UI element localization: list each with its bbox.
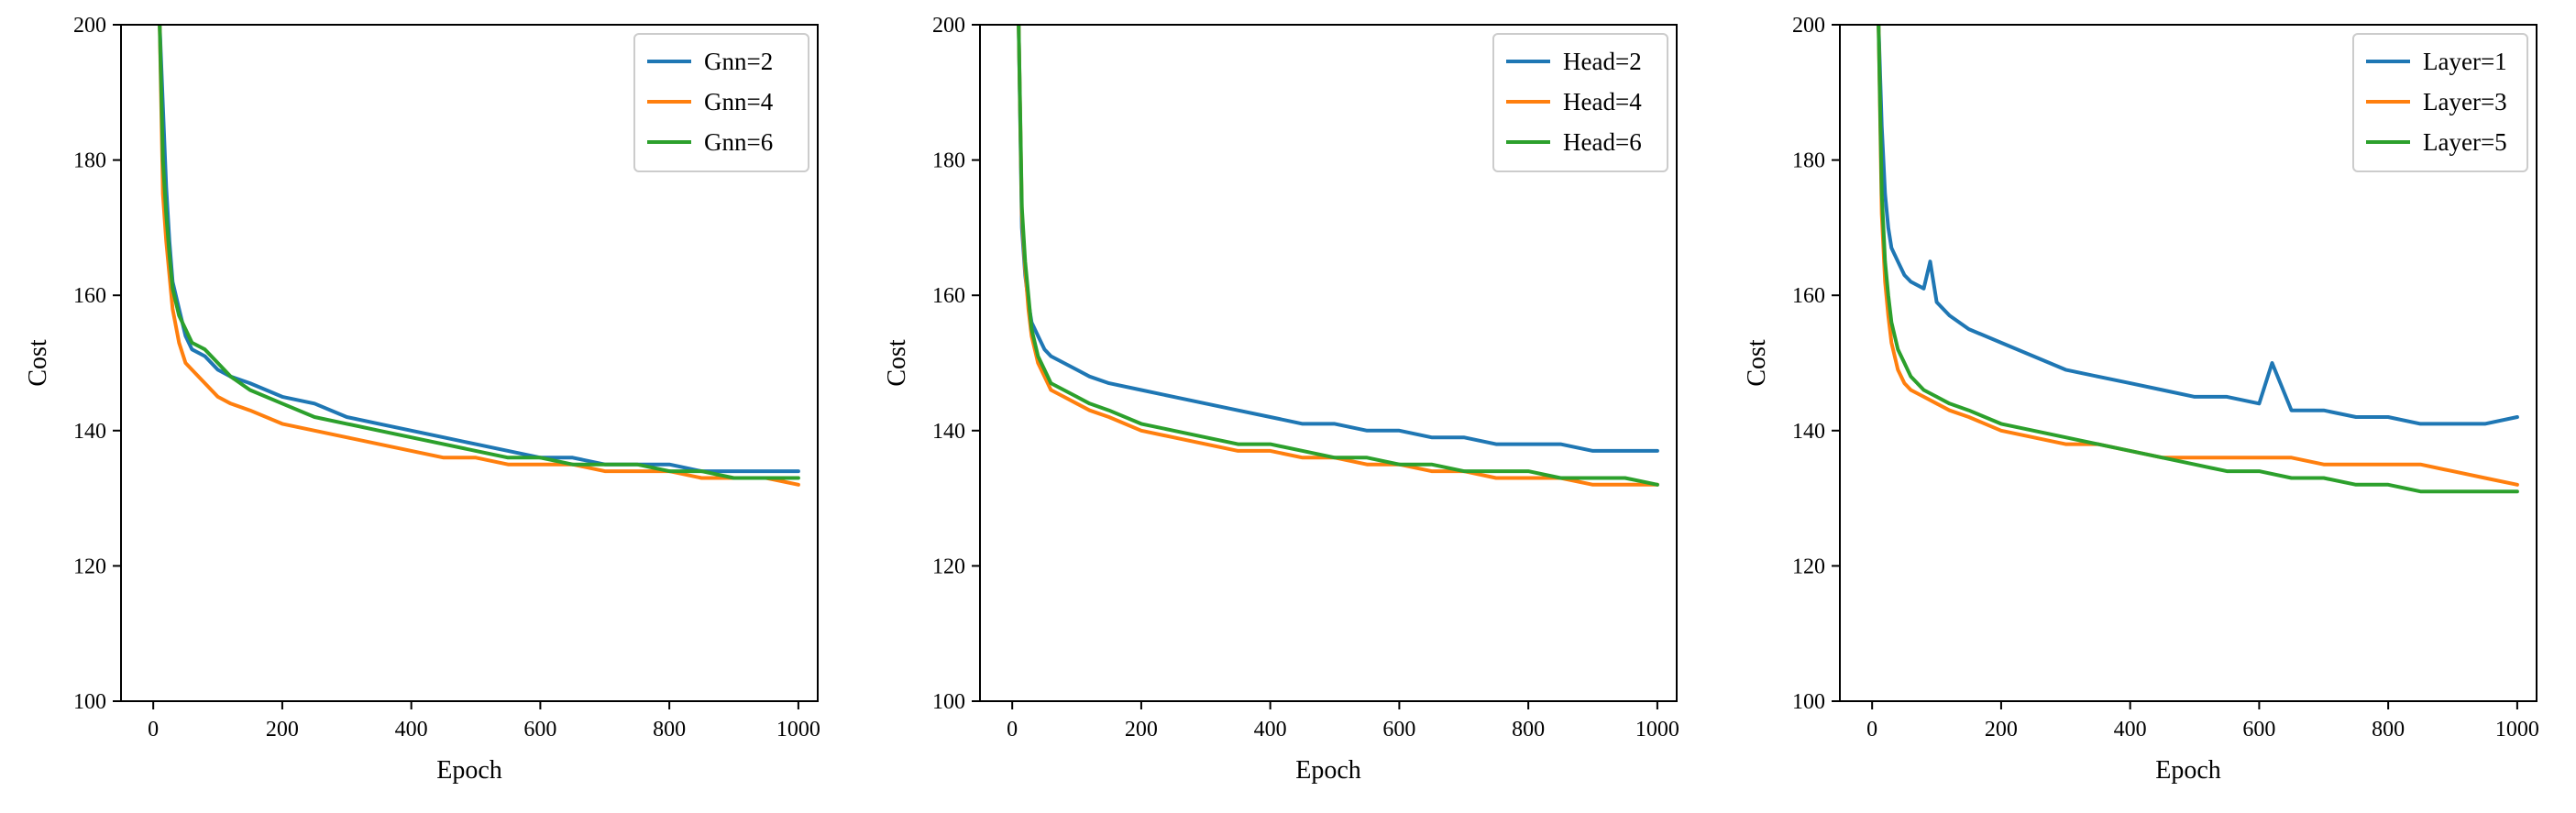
y-tick-label: 160 bbox=[73, 284, 106, 308]
y-tick-label: 180 bbox=[73, 149, 106, 173]
y-axis-label: Cost bbox=[883, 339, 911, 387]
y-tick-label: 140 bbox=[932, 420, 965, 444]
x-tick-label: 200 bbox=[266, 718, 299, 742]
legend-label: Layer=3 bbox=[2423, 88, 2507, 115]
legend-label: Gnn=2 bbox=[704, 48, 773, 75]
y-tick-label: 160 bbox=[932, 284, 965, 308]
legend-label: Head=6 bbox=[1563, 128, 1642, 156]
x-tick-label: 200 bbox=[1985, 718, 2018, 742]
legend-label: Gnn=4 bbox=[704, 88, 774, 115]
legend: Layer=1 Layer=3 Layer=5 bbox=[2352, 33, 2528, 172]
x-tick-label: 600 bbox=[1382, 718, 1415, 742]
legend-label: Head=4 bbox=[1563, 88, 1642, 115]
legend: Head=2 Head=4 Head=6 bbox=[1492, 33, 1668, 172]
axes-frame bbox=[1839, 24, 2537, 702]
y-tick-label: 100 bbox=[73, 690, 106, 714]
x-tick-label: 0 bbox=[1866, 718, 1877, 742]
y-tick-label: 100 bbox=[1792, 690, 1825, 714]
x-tick-label: 600 bbox=[2242, 718, 2275, 742]
x-tick-label: 800 bbox=[1512, 718, 1545, 742]
chart-panel-1: 0 200 400 600 800 1000 100 120 140 160 180 200 Epoch… bbox=[24, 14, 820, 785]
y-tick-label: 100 bbox=[932, 690, 965, 714]
axes-frame bbox=[120, 24, 819, 702]
x-tick-label: 0 bbox=[1007, 718, 1018, 742]
y-tick-label: 200 bbox=[1792, 14, 1825, 38]
legend-box bbox=[633, 33, 809, 172]
y-axis-label: Cost bbox=[24, 339, 52, 387]
y-axis-label: Cost bbox=[1743, 339, 1771, 387]
x-tick-label: 400 bbox=[1254, 718, 1287, 742]
x-tick-label: 600 bbox=[523, 718, 556, 742]
x-tick-label: 1000 bbox=[776, 718, 820, 742]
x-tick-label: 1000 bbox=[2495, 718, 2539, 742]
y-tick-label: 140 bbox=[73, 420, 106, 444]
series-line-3 bbox=[158, 25, 800, 480]
y-tick-label: 120 bbox=[1792, 555, 1825, 578]
chart-panel-3: 0 200 400 600 800 1000 100 120 140 160 180 200 Epoch… bbox=[1743, 14, 2539, 785]
series-line-3 bbox=[1017, 25, 1659, 487]
legend-label: Gnn=6 bbox=[704, 128, 773, 156]
x-tick-label: 1000 bbox=[1635, 718, 1679, 742]
series-line-1 bbox=[1017, 25, 1659, 453]
x-tick-label: 400 bbox=[395, 718, 428, 742]
y-tick-label: 180 bbox=[1792, 149, 1825, 173]
series-group bbox=[1877, 25, 2519, 494]
legend-box bbox=[2352, 33, 2528, 172]
legend: Gnn=2 Gnn=4 Gnn=6 bbox=[633, 33, 809, 172]
series-line-3 bbox=[1877, 25, 2519, 494]
legend-label: Layer=1 bbox=[2423, 48, 2507, 75]
series-group bbox=[158, 25, 800, 487]
x-tick-label: 400 bbox=[2114, 718, 2147, 742]
x-axis-label: Epoch bbox=[1295, 756, 1361, 785]
y-tick-label: 140 bbox=[1792, 420, 1825, 444]
y-tick-label: 200 bbox=[73, 14, 106, 38]
y-tick-label: 120 bbox=[932, 555, 965, 578]
legend-box bbox=[1492, 33, 1668, 172]
series-group bbox=[1017, 25, 1659, 487]
x-tick-label: 800 bbox=[653, 718, 686, 742]
y-tick-label: 120 bbox=[73, 555, 106, 578]
legend-label: Head=2 bbox=[1563, 48, 1642, 75]
axes-frame bbox=[979, 24, 1678, 702]
legend-label: Layer=5 bbox=[2423, 128, 2507, 156]
y-tick-label: 160 bbox=[1792, 284, 1825, 308]
chart-panel-2: 0 200 400 600 800 1000 100 120 140 160 180 200 Epoch… bbox=[883, 14, 1679, 785]
y-tick-label: 200 bbox=[932, 14, 965, 38]
x-tick-label: 200 bbox=[1125, 718, 1158, 742]
series-line-2 bbox=[158, 25, 800, 487]
series-line-1 bbox=[1877, 25, 2519, 426]
x-tick-label: 800 bbox=[2372, 718, 2405, 742]
x-axis-label: Epoch bbox=[436, 756, 502, 785]
x-tick-label: 0 bbox=[148, 718, 159, 742]
series-line-2 bbox=[1877, 25, 2519, 487]
x-axis-label: Epoch bbox=[2155, 756, 2221, 785]
y-tick-label: 180 bbox=[932, 149, 965, 173]
